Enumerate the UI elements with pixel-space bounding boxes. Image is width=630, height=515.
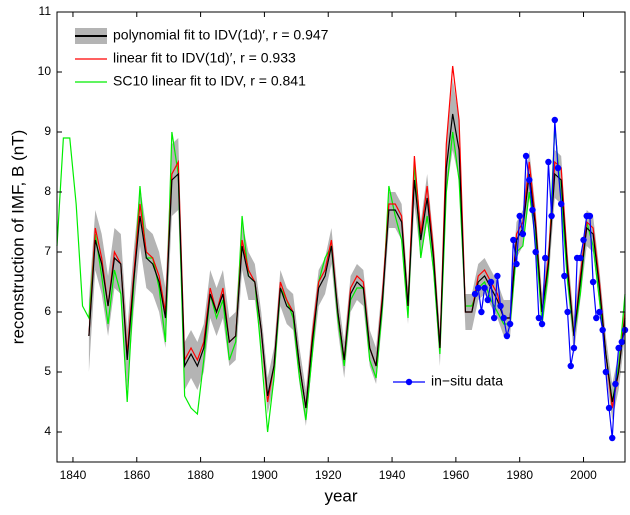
data-point [615, 344, 622, 352]
data-point [548, 212, 555, 220]
x-axis-label: year [324, 486, 357, 505]
legend-label: SC10 linear fit to IDV, r = 0.841 [113, 73, 306, 89]
data-point [500, 314, 507, 322]
x-tick-label: 1860 [123, 468, 150, 482]
data-point [618, 338, 626, 346]
data-point [478, 308, 485, 316]
data-point [545, 158, 552, 166]
y-axis-label: reconstruction of IMF, B (nT) [8, 130, 27, 344]
legend-label: in−situ data [431, 373, 503, 389]
data-point [605, 404, 613, 412]
data-point [564, 308, 571, 316]
x-tick-label: 2000 [570, 468, 597, 482]
series-line [56, 125, 626, 433]
data-point [519, 230, 527, 238]
x-tick-label: 1900 [251, 468, 278, 482]
data-point [471, 290, 479, 298]
data-point [602, 368, 610, 376]
series-line [88, 65, 626, 409]
data-point [593, 314, 600, 322]
y-tick-label: 10 [38, 64, 52, 78]
data-point [481, 284, 488, 292]
data-point [532, 248, 539, 256]
y-tick-label: 5 [44, 364, 51, 378]
data-point [490, 314, 498, 322]
data-point [513, 260, 520, 268]
data-point [535, 314, 543, 322]
data-point [561, 272, 568, 280]
y-tick-label: 7 [44, 244, 51, 258]
data-point [526, 176, 533, 184]
data-point [557, 200, 565, 208]
data-point [487, 278, 495, 286]
data-point [551, 116, 558, 124]
data-point [612, 380, 619, 388]
data-point [596, 308, 603, 316]
data-point [609, 434, 616, 442]
data-point [567, 362, 574, 370]
data-point [510, 236, 517, 244]
data-point [589, 278, 597, 286]
y-tick-label: 8 [44, 184, 51, 198]
data-point [506, 320, 514, 328]
data-point [599, 326, 606, 334]
data-point [538, 320, 546, 328]
legend-label: polynomial fit to IDV(1d)′, r = 0.947 [113, 27, 329, 43]
data-point [580, 236, 587, 244]
x-tick-label: 1920 [315, 468, 342, 482]
data-point [577, 254, 584, 262]
x-tick-label: 1960 [443, 468, 470, 482]
y-tick-label: 11 [39, 4, 52, 18]
data-point [475, 284, 482, 292]
series-line [88, 113, 626, 409]
data-point [586, 212, 594, 220]
x-tick-label: 1840 [60, 468, 87, 482]
x-tick-label: 1880 [187, 468, 214, 482]
y-tick-label: 6 [44, 304, 51, 318]
data-point [503, 332, 511, 340]
data-point [497, 302, 504, 310]
legend-label: linear fit to IDV(1d)′, r = 0.933 [113, 50, 296, 66]
data-point [542, 254, 549, 262]
legend-marker [405, 378, 413, 386]
data-point [516, 212, 523, 220]
x-tick-label: 1940 [379, 468, 406, 482]
data-point [554, 164, 562, 172]
data-point [570, 344, 578, 352]
data-point [529, 206, 536, 214]
x-tick-label: 1980 [506, 468, 533, 482]
data-point [484, 296, 491, 304]
plot-frame [56, 11, 626, 463]
y-tick-label: 9 [44, 124, 51, 138]
y-tick-label: 4 [44, 424, 51, 438]
data-point [494, 272, 501, 280]
data-point [522, 152, 530, 160]
